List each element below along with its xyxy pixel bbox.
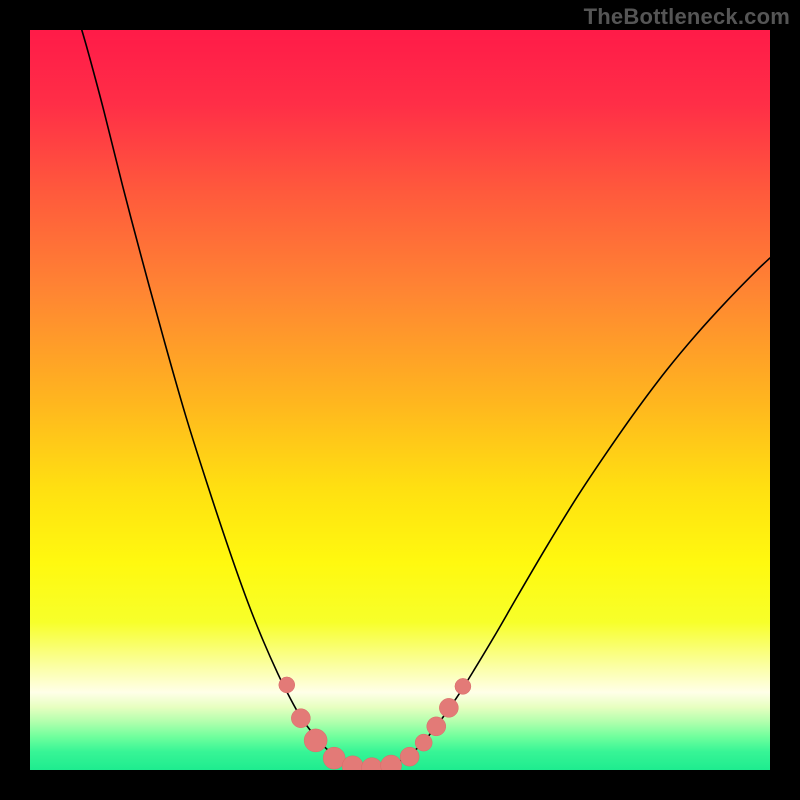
gradient-background — [30, 30, 770, 770]
curve-marker — [304, 729, 327, 752]
chart-svg — [30, 30, 770, 770]
curve-marker — [427, 717, 446, 736]
curve-marker — [323, 747, 345, 769]
chart-frame: TheBottleneck.com — [0, 0, 800, 800]
curve-marker — [400, 747, 419, 766]
watermark-text: TheBottleneck.com — [584, 4, 790, 30]
curve-marker — [455, 678, 471, 694]
curve-marker — [291, 709, 310, 728]
plot-area — [30, 30, 770, 770]
curve-marker — [279, 677, 295, 693]
curve-marker — [415, 734, 432, 751]
curve-marker — [439, 698, 458, 717]
